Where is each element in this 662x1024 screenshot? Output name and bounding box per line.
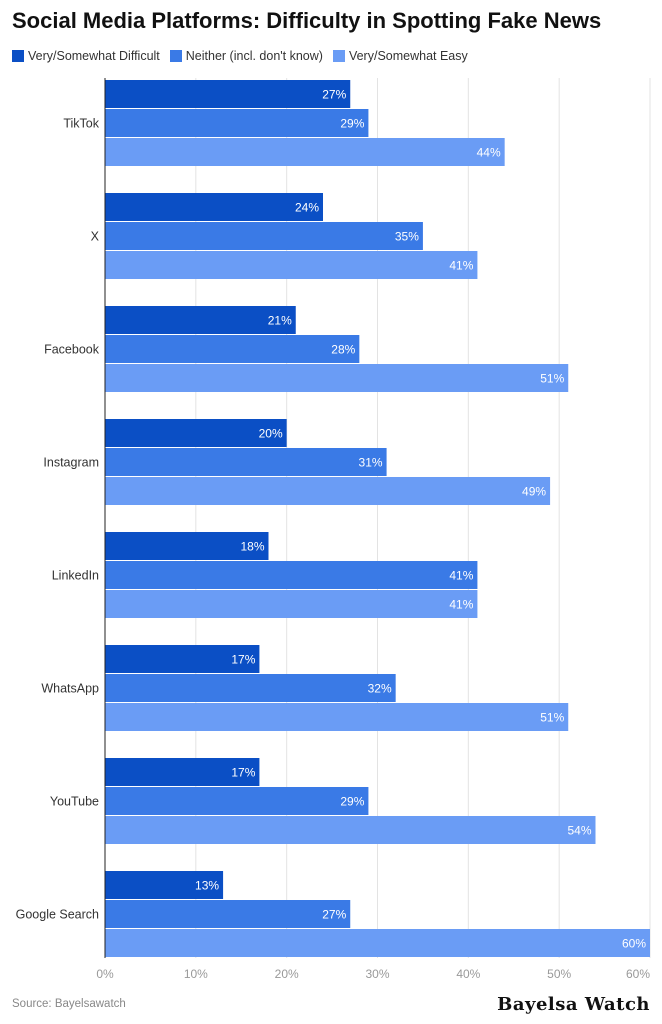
x-tick-label-40: 40% bbox=[456, 967, 480, 981]
legend-item-easy: Very/Somewhat Easy bbox=[332, 49, 468, 63]
bar-neither-3 bbox=[105, 448, 387, 476]
bar-difficult-0 bbox=[105, 80, 351, 108]
data-label-neither-2: 28% bbox=[331, 343, 355, 357]
source-note: Source: Bayelsawatch bbox=[12, 998, 126, 1010]
bar-easy-0 bbox=[105, 138, 505, 166]
data-label-neither-5: 32% bbox=[368, 682, 392, 696]
category-label-7: Google Search bbox=[16, 908, 99, 922]
data-label-difficult-7: 13% bbox=[195, 879, 219, 893]
legend-label-neither: Neither (incl. don't know) bbox=[185, 49, 323, 63]
legend-item-neither: Neither (incl. don't know) bbox=[169, 49, 323, 63]
category-label-2: Facebook bbox=[44, 343, 100, 357]
bar-neither-6 bbox=[105, 787, 369, 815]
category-label-1: X bbox=[91, 230, 100, 244]
bar-easy-7 bbox=[105, 929, 650, 957]
legend-label-difficult: Very/Somewhat Difficult bbox=[28, 49, 160, 63]
legend: Very/Somewhat Difficult Neither (incl. d… bbox=[12, 49, 468, 63]
data-label-difficult-3: 20% bbox=[259, 427, 283, 441]
data-label-neither-0: 29% bbox=[340, 117, 364, 131]
bar-easy-2 bbox=[105, 364, 569, 392]
bar-easy-1 bbox=[105, 251, 478, 279]
x-tick-label-20: 20% bbox=[275, 967, 299, 981]
category-label-0: TikTok bbox=[63, 117, 99, 131]
bar-neither-0 bbox=[105, 109, 369, 137]
bar-difficult-5 bbox=[105, 645, 260, 673]
bar-neither-2 bbox=[105, 335, 360, 363]
data-label-difficult-2: 21% bbox=[268, 314, 292, 328]
data-label-easy-0: 44% bbox=[477, 146, 501, 160]
data-label-difficult-5: 17% bbox=[231, 653, 255, 667]
bar-neither-1 bbox=[105, 222, 423, 250]
legend-swatch-difficult bbox=[12, 50, 24, 62]
category-label-4: LinkedIn bbox=[52, 569, 99, 583]
x-tick-label-50: 50% bbox=[547, 967, 571, 981]
x-tick-label-60: 60% bbox=[626, 967, 650, 981]
data-label-easy-5: 51% bbox=[540, 711, 564, 725]
x-tick-label-0: 0% bbox=[96, 967, 114, 981]
category-label-3: Instagram bbox=[43, 456, 99, 470]
bar-difficult-2 bbox=[105, 306, 296, 334]
data-label-easy-7: 60% bbox=[622, 937, 646, 951]
legend-swatch-neither bbox=[169, 50, 182, 62]
bar-easy-5 bbox=[105, 703, 569, 731]
data-label-neither-6: 29% bbox=[340, 795, 364, 809]
data-label-neither-1: 35% bbox=[395, 230, 419, 244]
bar-neither-5 bbox=[105, 674, 396, 702]
data-label-easy-6: 54% bbox=[567, 824, 591, 838]
data-label-difficult-6: 17% bbox=[231, 766, 255, 780]
bar-chart: 27% 29% 44% TikTok 24% 35% 41% X 21% 28% 51% Facebo… bbox=[16, 78, 651, 981]
bar-difficult-7 bbox=[105, 871, 224, 899]
category-label-5: WhatsApp bbox=[41, 682, 99, 696]
legend-item-difficult: Very/Somewhat Difficult bbox=[12, 49, 160, 63]
bar-easy-6 bbox=[105, 816, 596, 844]
bar-neither-7 bbox=[105, 900, 351, 928]
x-tick-label-10: 10% bbox=[184, 967, 208, 981]
data-label-easy-3: 49% bbox=[522, 485, 546, 499]
bar-difficult-6 bbox=[105, 758, 260, 786]
data-label-neither-7: 27% bbox=[322, 908, 346, 922]
data-label-easy-4: 41% bbox=[449, 598, 473, 612]
bar-easy-4 bbox=[105, 590, 478, 618]
bar-difficult-3 bbox=[105, 419, 287, 447]
data-label-neither-4: 41% bbox=[449, 569, 473, 583]
data-label-difficult-0: 27% bbox=[322, 88, 346, 102]
bar-difficult-4 bbox=[105, 532, 269, 560]
data-label-difficult-4: 18% bbox=[240, 540, 264, 554]
chart-title: Social Media Platforms: Difficulty in Sp… bbox=[12, 8, 602, 33]
legend-swatch-easy bbox=[332, 50, 345, 62]
data-label-neither-3: 31% bbox=[359, 456, 383, 470]
bar-neither-4 bbox=[105, 561, 478, 589]
data-label-easy-1: 41% bbox=[449, 259, 473, 273]
brand-logo: Bayelsa Watch bbox=[497, 994, 650, 1015]
x-tick-label-30: 30% bbox=[365, 967, 389, 981]
data-label-difficult-1: 24% bbox=[295, 201, 319, 215]
bar-difficult-1 bbox=[105, 193, 323, 221]
category-label-6: YouTube bbox=[50, 795, 99, 809]
bar-easy-3 bbox=[105, 477, 551, 505]
data-label-easy-2: 51% bbox=[540, 372, 564, 386]
legend-label-easy: Very/Somewhat Easy bbox=[348, 49, 468, 63]
